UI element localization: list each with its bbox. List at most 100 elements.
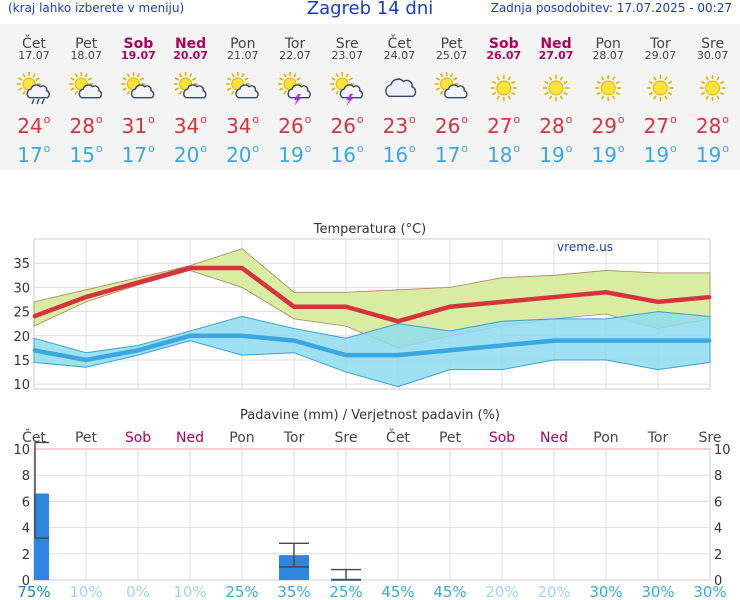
temperature-chart-title: Temperatura (°C) — [313, 222, 426, 237]
precip-day-label: Sre — [699, 430, 722, 446]
degree-mark: o — [566, 142, 573, 155]
sun-cloud-rain-icon — [17, 72, 50, 105]
max-temp: 26 — [278, 114, 303, 138]
degree-mark: o — [566, 113, 573, 126]
degree-mark: o — [305, 142, 312, 155]
max-temp: 28 — [696, 114, 721, 138]
degree-mark: o — [44, 113, 51, 126]
precip-probability: 35% — [277, 583, 310, 600]
day-name: Sob — [124, 36, 154, 52]
degree-mark: o — [722, 142, 729, 155]
forecast-panel — [0, 24, 740, 170]
day-date: 17.07 — [18, 49, 50, 62]
day-name: Pon — [596, 36, 621, 52]
min-temp-point — [552, 339, 556, 343]
max-temp: 29 — [591, 114, 616, 138]
precip-y-tick-left: 10 — [13, 443, 30, 458]
sun-cloud-storm-icon — [330, 72, 364, 106]
precip-probability: 10% — [173, 583, 206, 600]
precip-y-tick-left: 4 — [22, 522, 30, 537]
max-temp: 34 — [174, 114, 199, 138]
precipitation-plot-area — [33, 448, 711, 581]
degree-mark: o — [513, 113, 520, 126]
degree-mark: o — [44, 142, 51, 155]
min-temp: 17 — [122, 143, 147, 167]
precip-day-label: Sob — [125, 430, 151, 446]
min-temp-point — [708, 339, 712, 343]
precip-y-tick-right: 2 — [714, 548, 722, 563]
day-name: Tor — [284, 36, 306, 52]
min-temp: 16 — [330, 143, 355, 167]
precip-day-label: Tor — [283, 430, 305, 446]
degree-mark: o — [148, 142, 155, 155]
precip-day-label: Ned — [540, 430, 568, 446]
degree-mark: o — [200, 113, 207, 126]
min-temp: 19 — [278, 143, 303, 167]
max-temp: 26 — [330, 114, 355, 138]
precip-probability: 30% — [693, 583, 726, 600]
temp-y-tick: 10 — [13, 378, 30, 393]
precip-day-label: Čet — [22, 428, 46, 446]
max-temp-point — [448, 305, 452, 309]
precip-y-tick-right: 4 — [714, 522, 722, 537]
max-temp-point — [136, 281, 140, 285]
degree-mark: o — [670, 113, 677, 126]
max-temp: 28 — [539, 114, 564, 138]
sun-cloud-storm-icon — [278, 72, 311, 106]
sun-icon — [490, 75, 517, 101]
degree-mark: o — [357, 113, 364, 126]
precip-probability: 30% — [589, 583, 622, 600]
max-temp-point — [552, 295, 556, 299]
day-date: 29.07 — [645, 49, 677, 62]
min-temp: 17 — [17, 143, 42, 167]
precip-day-label: Pon — [229, 430, 254, 446]
menu-hint[interactable]: (kraj lahko izberete v meniju) — [8, 1, 185, 15]
min-temp-point — [500, 343, 504, 347]
precip-day-label: Čet — [386, 428, 410, 446]
degree-mark: o — [670, 142, 677, 155]
day-date: 18.07 — [70, 49, 102, 62]
max-temp-point — [708, 295, 712, 299]
sun-cloud-icon — [69, 72, 103, 99]
max-temp-point — [604, 290, 608, 294]
min-temp-point — [32, 348, 36, 352]
header: (kraj lahko izberete v meniju) Zagreb 14… — [0, 0, 740, 22]
precip-y-tick-left: 2 — [22, 548, 30, 563]
max-temp: 27 — [644, 114, 669, 138]
min-temp: 15 — [69, 143, 94, 167]
precip-day-label: Ned — [176, 430, 204, 446]
day-name: Tor — [649, 36, 671, 52]
precip-y-tick-left: 8 — [22, 469, 30, 484]
precip-y-tick-right: 0 — [714, 574, 722, 589]
precip-probability: 75% — [17, 583, 50, 600]
degree-mark: o — [200, 142, 207, 155]
min-temp-point — [240, 334, 244, 338]
precip-error-bar — [34, 441, 49, 539]
watermark: vreme.us — [557, 240, 613, 254]
day-name: Ned — [175, 36, 206, 52]
precip-probability: 25% — [329, 583, 362, 600]
max-temp: 31 — [122, 114, 147, 138]
min-temp: 16 — [383, 143, 408, 167]
degree-mark: o — [357, 142, 364, 155]
degree-mark: o — [461, 113, 468, 126]
day-date: 19.07 — [121, 49, 156, 62]
precip-y-tick-right: 10 — [714, 443, 731, 458]
min-temp-point — [344, 353, 348, 357]
day-name: Pet — [75, 36, 98, 52]
precip-bar — [34, 493, 49, 580]
day-date: 22.07 — [279, 49, 311, 62]
max-temp-point — [344, 305, 348, 309]
day-date: 30.07 — [697, 49, 729, 62]
precip-probability: 20% — [537, 583, 570, 600]
day-date: 24.07 — [384, 49, 416, 62]
degree-mark: o — [148, 113, 155, 126]
day-name: Sob — [489, 36, 519, 52]
temp-y-tick: 25 — [13, 306, 30, 321]
